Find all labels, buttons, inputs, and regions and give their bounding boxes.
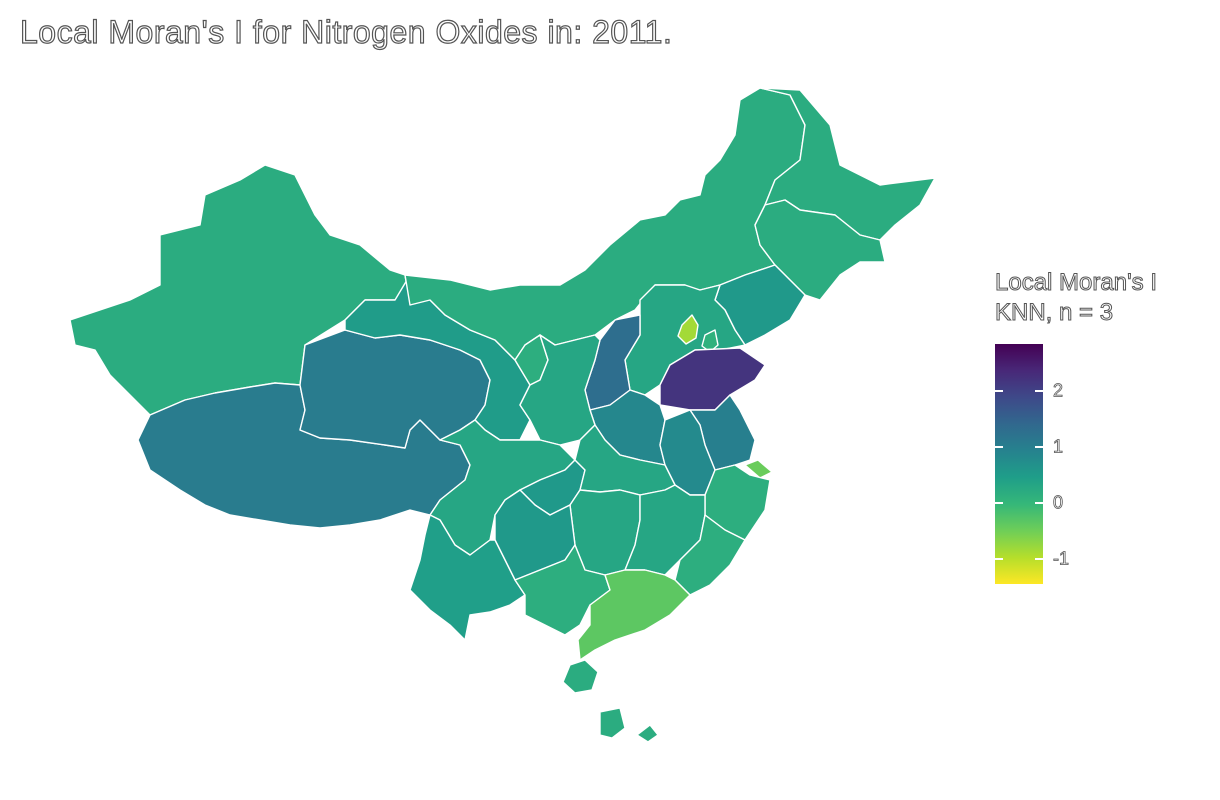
legend-title-line1: Local Moran's I — [995, 269, 1158, 297]
region-shanghai — [744, 459, 773, 479]
legend-tick-label: 1 — [1053, 436, 1064, 457]
region-beijing — [677, 314, 699, 345]
region-jilin — [754, 199, 886, 301]
legend-tick-label: -1 — [1053, 548, 1070, 569]
legend: Local Moran's I KNN, n = 3 2 1 0 -1 — [995, 268, 1158, 584]
legend-tick-label: 2 — [1053, 380, 1064, 402]
region-hainan — [562, 659, 599, 694]
legend-colorbar — [995, 344, 1043, 584]
legend-title: Local Moran's I KNN, n = 3 — [995, 268, 1158, 328]
legend-title-line2: KNN, n = 3 — [995, 299, 1114, 327]
region-yunnan — [409, 514, 526, 641]
region-hong-kong — [636, 724, 659, 743]
region-taiwan — [599, 707, 626, 739]
legend-tick-label: 0 — [1053, 492, 1064, 513]
region-fujian — [674, 514, 746, 596]
legend-colorbar-area: 2 1 0 -1 — [995, 344, 1157, 584]
region-guangdong — [577, 569, 691, 661]
map-title: Local Moran's I for Nitrogen Oxides in: … — [19, 13, 673, 50]
